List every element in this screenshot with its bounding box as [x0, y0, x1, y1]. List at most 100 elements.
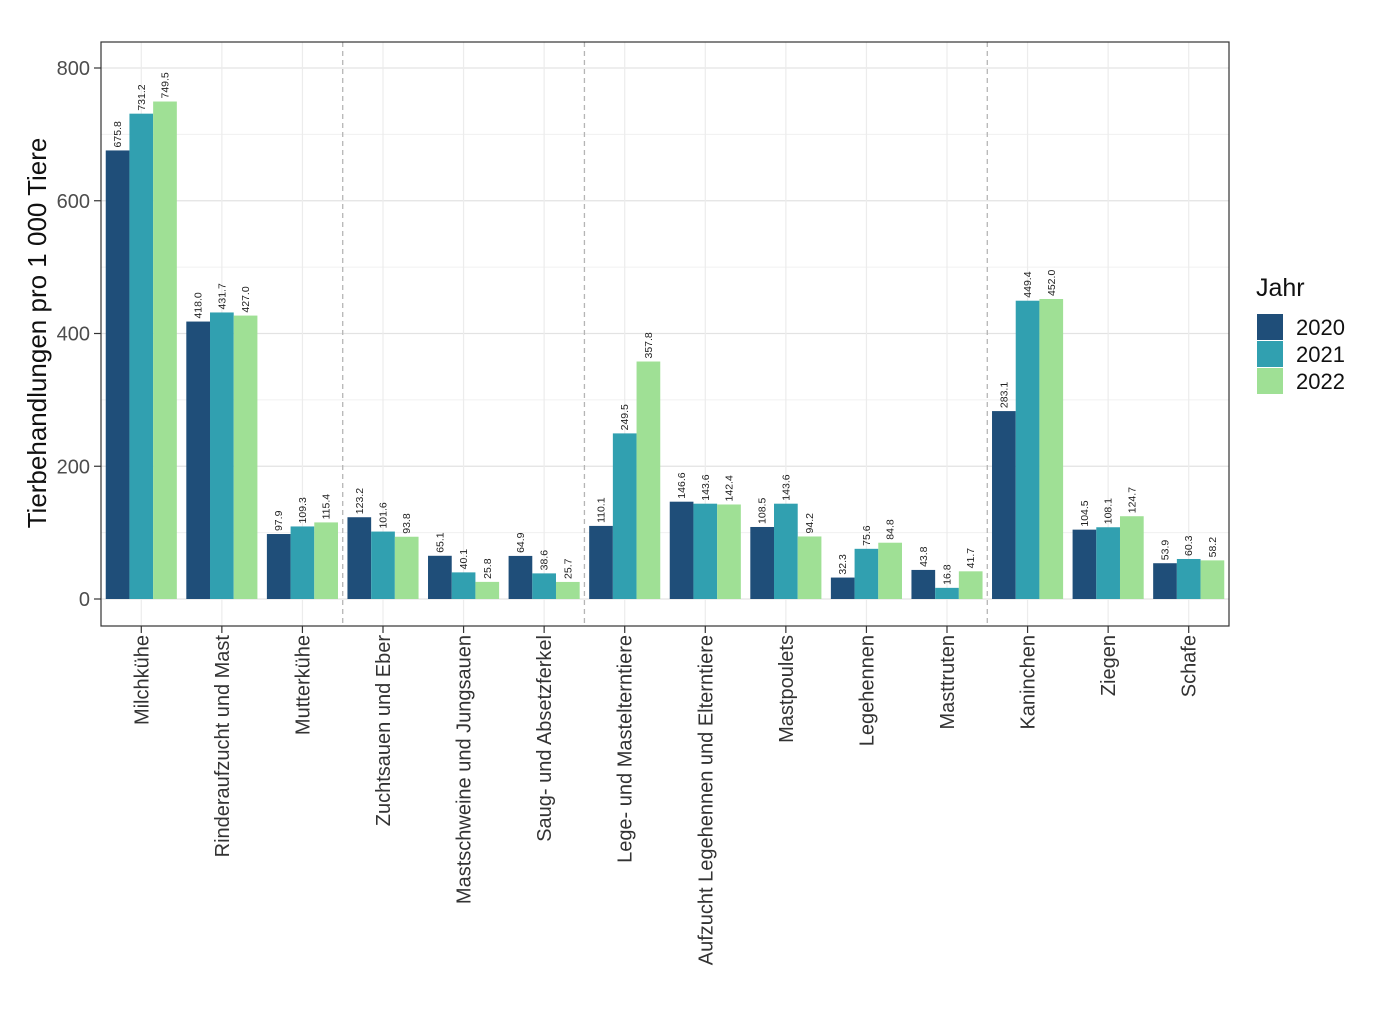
value-label: 40.1 [458, 549, 470, 570]
value-label: 101.6 [378, 502, 390, 528]
value-label: 41.7 [965, 548, 977, 569]
bar-2020 [992, 411, 1016, 599]
bar-2022 [797, 536, 822, 599]
bar-2021 [290, 526, 315, 599]
bar-2021 [612, 433, 637, 599]
bar-2021 [129, 113, 154, 600]
x-tick-label: Schafe [1179, 635, 1201, 697]
bar-2021 [451, 572, 476, 599]
x-tick-label: Zuchtsauen und Eber [373, 635, 395, 827]
x-tick-label: Mastpoulets [776, 635, 798, 743]
x-tick-label: Aufzucht Legehennen und Elterntiere [695, 635, 717, 965]
value-label: 749.5 [159, 72, 171, 98]
value-label: 109.3 [297, 497, 309, 523]
x-tick-label: Milchkühe [131, 635, 153, 725]
x-axis-ticks: Milchkühe Rinderaufzucht und Mast Mutterkü… [131, 626, 1201, 965]
bar-2021 [774, 503, 798, 599]
value-label: 38.6 [539, 550, 551, 571]
y-axis-ticks: 0 200 400 600 800 [57, 58, 101, 611]
legend-swatch-2021 [1257, 341, 1283, 367]
y-axis-title: Tierbehandlungen pro 1 000 Tiere [22, 138, 52, 529]
y-tick-label: 800 [57, 58, 90, 80]
bar-2022 [958, 571, 983, 599]
bar-2021 [532, 573, 556, 599]
bar-2022 [394, 536, 419, 599]
value-label: 93.8 [401, 513, 413, 534]
value-label: 60.3 [1183, 535, 1195, 556]
bar-2022 [636, 361, 661, 599]
value-label: 53.9 [1160, 540, 1172, 561]
bar-2020 [1153, 563, 1177, 599]
value-label: 58.2 [1207, 537, 1219, 558]
bars [105, 101, 1225, 600]
x-tick-label: Rinderaufzucht und Mast [212, 635, 234, 858]
value-label: 97.9 [273, 510, 285, 531]
bar-2021 [1096, 527, 1120, 599]
bar-2022 [314, 522, 338, 599]
value-label: 357.8 [643, 332, 655, 358]
legend-swatch-2020 [1257, 314, 1283, 340]
value-label: 25.7 [562, 558, 574, 579]
value-label: 108.1 [1103, 498, 1115, 524]
bar-2020 [266, 534, 291, 599]
bar-2020 [589, 525, 613, 599]
legend-label-2022: 2022 [1296, 369, 1345, 394]
value-label: 449.4 [1022, 271, 1034, 297]
bar-2022 [1119, 516, 1144, 599]
bar-2021 [854, 548, 879, 599]
x-tick-label: Mastschweine und Jungsauen [454, 635, 476, 904]
bar-2020 [1072, 529, 1097, 599]
value-label: 123.2 [354, 488, 366, 514]
bar-2022 [475, 581, 500, 599]
bar-2020 [830, 577, 855, 599]
bar-2021 [693, 503, 718, 599]
value-label: 110.1 [596, 497, 608, 523]
value-labels: 675.8 418.0 97.9 123.2 65.1 64.9 110.1 146.6 108… [112, 72, 1219, 585]
value-label: 143.6 [700, 474, 712, 500]
value-label: 452.0 [1046, 270, 1058, 296]
value-label: 427.0 [240, 286, 252, 312]
bar-2020 [508, 555, 533, 599]
value-label: 32.3 [837, 554, 849, 575]
value-label: 675.8 [112, 121, 124, 147]
bar-2020 [105, 150, 130, 599]
value-label: 75.6 [861, 525, 873, 546]
y-tick-label: 400 [57, 324, 90, 346]
value-label: 65.1 [434, 532, 446, 553]
bar-2021 [1176, 558, 1201, 599]
legend-label-2020: 2020 [1296, 315, 1345, 340]
value-label: 64.9 [515, 532, 527, 553]
value-label: 124.7 [1126, 487, 1138, 513]
legend-title: Jahr [1256, 274, 1305, 302]
value-label: 84.8 [885, 519, 897, 540]
bar-2021 [935, 587, 959, 599]
x-tick-label: Mutterkühe [292, 635, 314, 735]
bar-2021 [371, 531, 395, 599]
group-separators [342, 42, 988, 626]
value-label: 731.2 [136, 84, 148, 110]
x-tick-label: Ziegen [1098, 635, 1120, 696]
value-label: 25.8 [482, 558, 494, 579]
value-label: 418.0 [193, 292, 205, 318]
bar-2021 [1015, 300, 1040, 599]
bar-2022 [233, 315, 258, 599]
value-label: 283.1 [998, 382, 1010, 408]
bar-2020 [911, 569, 936, 599]
x-tick-label: Legehennen [856, 635, 878, 746]
y-tick-label: 200 [57, 456, 90, 478]
bar-2022 [1039, 298, 1064, 599]
bar-2020 [428, 555, 452, 599]
x-tick-label: Saug- und Absetzferkel [534, 635, 556, 842]
value-label: 146.6 [676, 472, 688, 498]
legend-swatch-2022 [1257, 368, 1283, 394]
bar-2021 [210, 312, 234, 599]
x-tick-label: Lege- und Mastelterntiere [615, 635, 637, 863]
y-tick-label: 600 [57, 191, 90, 213]
bar-2020 [669, 501, 694, 599]
bar-2020 [750, 526, 775, 599]
value-label: 431.7 [216, 283, 228, 309]
bar-2022 [878, 542, 902, 599]
